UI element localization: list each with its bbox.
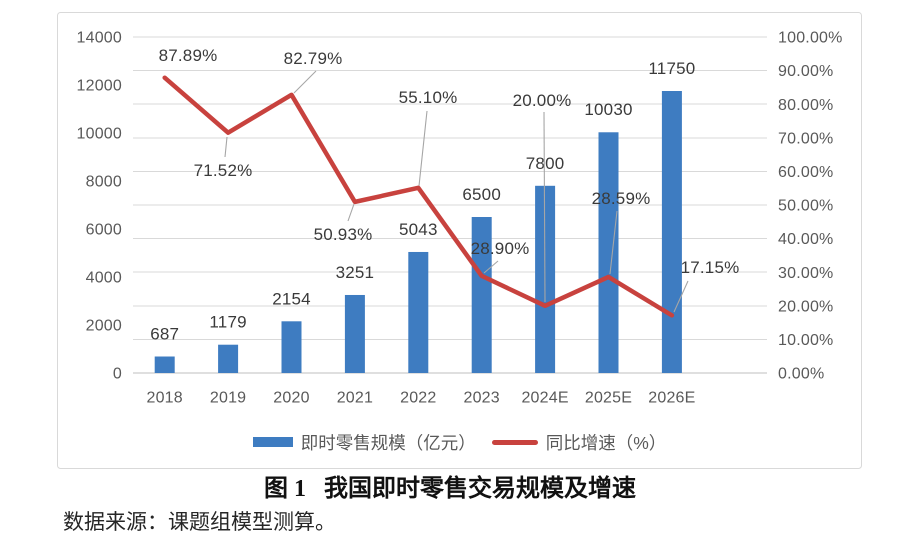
figure-title: 我国即时零售交易规模及增速 — [324, 476, 636, 502]
line-series-label: 同比增速（%） — [545, 432, 667, 453]
bar — [218, 344, 239, 373]
label-leader-line — [293, 70, 317, 94]
x-axis-category-label: 2019 — [210, 390, 246, 407]
bar-series-label: 即时零售规模（亿元） — [300, 432, 476, 453]
x-axis-category-label: 2020 — [273, 390, 309, 407]
x-axis-category-label: 2018 — [146, 390, 182, 407]
left-axis-tick-label: 14000 — [77, 30, 123, 47]
bar-data-label: 1179 — [209, 313, 246, 332]
bar-data-label: 6500 — [462, 185, 501, 204]
bar — [344, 294, 365, 373]
bar-data-label: 10030 — [584, 100, 632, 119]
label-leader-line — [609, 210, 618, 275]
line-data-label: 50.93% — [314, 225, 373, 244]
bar — [471, 217, 492, 373]
right-axis-tick-label: 100.00% — [778, 30, 843, 47]
x-axis-category-label: 2023 — [463, 390, 499, 407]
left-axis-tick-label: 8000 — [86, 174, 122, 191]
bar-data-label: 2154 — [272, 289, 311, 308]
left-axis-tick-label: 10000 — [77, 126, 123, 143]
line-series-swatch — [491, 439, 538, 445]
right-axis-tick-label: 80.00% — [778, 97, 833, 114]
right-axis-tick-label: 60.00% — [778, 164, 833, 181]
label-leader-line — [483, 260, 499, 274]
chart-legend: 即时零售规模（亿元） 同比增速（%） — [57, 431, 862, 453]
right-axis-tick-label: 0.00% — [778, 366, 824, 383]
chart-frame — [57, 12, 862, 469]
left-axis-tick-label: 0 — [113, 366, 122, 383]
right-axis-tick-label: 30.00% — [778, 265, 833, 282]
line-data-label: 87.89% — [159, 46, 218, 65]
bar-data-label: 7800 — [526, 154, 565, 173]
label-leader-line — [347, 203, 355, 222]
right-axis-tick-label: 40.00% — [778, 231, 833, 248]
line-data-label: 82.79% — [284, 49, 343, 68]
legend-item-bar-series: 即时零售规模（亿元） — [252, 430, 476, 455]
x-axis-category-label: 2026E — [648, 390, 695, 407]
figure-caption: 图 1 我国即时零售交易规模及增速 — [0, 474, 900, 504]
right-axis-tick-label: 50.00% — [778, 198, 833, 215]
bar-data-label: 3251 — [336, 263, 375, 282]
right-axis-tick-label: 10.00% — [778, 332, 833, 349]
figure-number: 图 1 — [264, 476, 306, 502]
left-axis-tick-label: 2000 — [86, 318, 122, 335]
left-axis-tick-label: 6000 — [86, 222, 122, 239]
bar — [281, 321, 302, 373]
label-leader-line — [418, 110, 428, 187]
bar — [154, 356, 175, 373]
bar — [661, 91, 682, 373]
left-axis-tick-label: 12000 — [77, 78, 123, 95]
right-axis-tick-label: 90.00% — [778, 63, 833, 80]
label-leader-line — [224, 136, 228, 158]
legend-item-line-series: 同比增速（%） — [491, 430, 667, 455]
bar-data-label: 11750 — [648, 59, 695, 78]
x-axis-category-label: 2021 — [337, 390, 373, 407]
line-data-label: 55.10% — [399, 88, 458, 107]
line-data-label: 17.15% — [681, 258, 740, 277]
line-data-label: 20.00% — [513, 91, 572, 110]
bar-data-label: 687 — [150, 324, 179, 343]
label-leader-line — [543, 111, 546, 303]
line-data-label: 71.52% — [194, 161, 253, 180]
x-axis-category-label: 2024E — [521, 390, 568, 407]
left-axis-tick-label: 4000 — [86, 270, 122, 287]
x-axis-category-label: 2025E — [585, 390, 632, 407]
right-axis-tick-label: 70.00% — [778, 130, 833, 147]
source-note: 数据来源：课题组模型测算。 — [63, 510, 336, 534]
bar-data-label: 5043 — [399, 220, 438, 239]
x-axis-category-label: 2022 — [400, 390, 436, 407]
bar-series-swatch — [252, 437, 293, 447]
line-data-label: 28.90% — [471, 239, 530, 258]
growth-line — [162, 75, 675, 318]
bar — [408, 251, 429, 373]
line-data-label: 28.59% — [592, 189, 651, 208]
right-axis-tick-label: 20.00% — [778, 298, 833, 315]
label-leader-line — [673, 280, 689, 313]
bar — [598, 132, 619, 373]
